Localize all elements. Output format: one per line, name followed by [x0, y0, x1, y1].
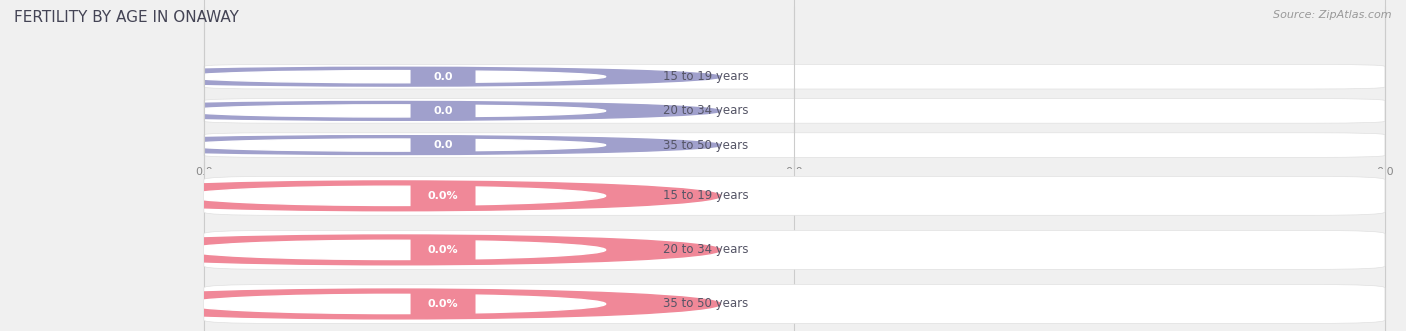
FancyBboxPatch shape — [411, 289, 475, 318]
FancyBboxPatch shape — [204, 285, 1385, 323]
FancyBboxPatch shape — [411, 102, 475, 120]
Text: 15 to 19 years: 15 to 19 years — [664, 189, 748, 202]
FancyBboxPatch shape — [204, 99, 1385, 123]
Text: 0.0: 0.0 — [1376, 167, 1393, 177]
Circle shape — [70, 136, 720, 155]
Circle shape — [70, 181, 720, 211]
Text: Source: ZipAtlas.com: Source: ZipAtlas.com — [1274, 10, 1392, 20]
Circle shape — [184, 71, 606, 83]
Text: 0.0: 0.0 — [433, 106, 453, 116]
FancyBboxPatch shape — [411, 136, 475, 154]
FancyBboxPatch shape — [204, 176, 1385, 215]
Text: 0.0%: 0.0% — [427, 191, 458, 201]
Text: 15 to 19 years: 15 to 19 years — [664, 70, 748, 83]
Text: 0.0: 0.0 — [433, 140, 453, 150]
Text: 0.0%: 0.0% — [427, 299, 458, 309]
Text: 20 to 34 years: 20 to 34 years — [664, 104, 748, 118]
Circle shape — [184, 240, 606, 260]
Circle shape — [70, 102, 720, 120]
Circle shape — [70, 235, 720, 265]
Circle shape — [70, 289, 720, 319]
Text: 0.0: 0.0 — [433, 72, 453, 82]
Text: 35 to 50 years: 35 to 50 years — [664, 139, 748, 152]
Circle shape — [184, 139, 606, 151]
FancyBboxPatch shape — [204, 64, 1385, 89]
Circle shape — [70, 67, 720, 86]
Circle shape — [184, 186, 606, 206]
Text: 0.0: 0.0 — [786, 167, 803, 177]
Text: 20 to 34 years: 20 to 34 years — [664, 243, 748, 257]
FancyBboxPatch shape — [411, 235, 475, 264]
Text: 35 to 50 years: 35 to 50 years — [664, 298, 748, 310]
FancyBboxPatch shape — [204, 133, 1385, 158]
FancyBboxPatch shape — [411, 68, 475, 86]
FancyBboxPatch shape — [411, 181, 475, 211]
Circle shape — [184, 294, 606, 313]
Text: FERTILITY BY AGE IN ONAWAY: FERTILITY BY AGE IN ONAWAY — [14, 10, 239, 25]
Text: 0.0: 0.0 — [195, 167, 212, 177]
Text: 0.0%: 0.0% — [427, 245, 458, 255]
Circle shape — [184, 105, 606, 117]
FancyBboxPatch shape — [204, 230, 1385, 269]
